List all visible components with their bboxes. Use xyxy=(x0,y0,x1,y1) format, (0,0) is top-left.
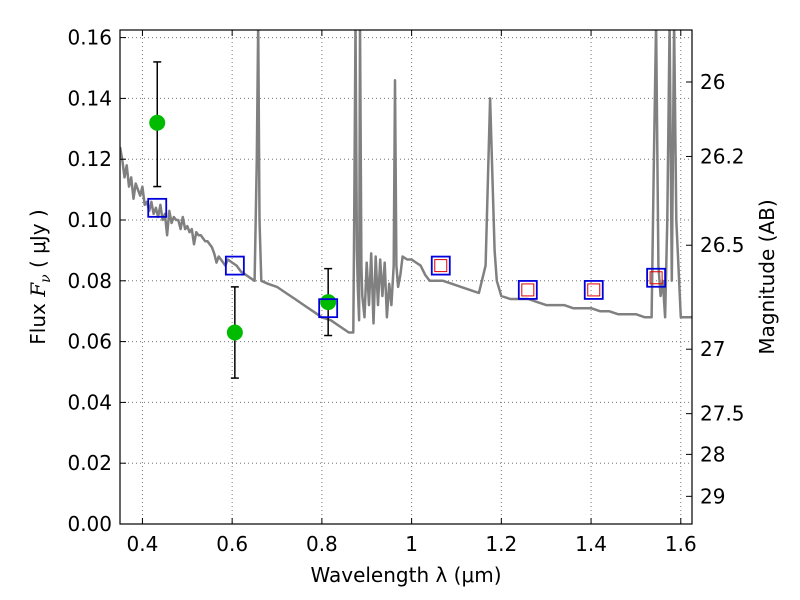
y-tick-label: 0.12 xyxy=(67,147,112,171)
model-photometry-square xyxy=(318,298,339,319)
x-tick-labels: 0.4 0.6 0.8 1 1.2 1.4 1.6 xyxy=(127,532,697,556)
x-tick-label: 0.6 xyxy=(216,532,248,556)
model-photometry-square xyxy=(646,267,667,288)
y-tick-label: 0.08 xyxy=(67,269,112,293)
inner-model-square xyxy=(587,283,601,297)
y-axis-label-prefix: Flux xyxy=(26,297,50,345)
right-tick-label: 27 xyxy=(700,337,725,361)
y-tick-label: 0.00 xyxy=(67,512,112,536)
observed-points-layer xyxy=(149,114,337,341)
y-axis-label-subscript: ν xyxy=(38,274,54,283)
x-tick-label: 1.4 xyxy=(575,532,607,556)
model-photometry-square xyxy=(430,255,451,276)
y-tick-label: 0.14 xyxy=(67,86,112,110)
y-tick-label: 0.04 xyxy=(67,390,112,414)
y-axis-label-unit: ( μJy ) xyxy=(26,209,50,274)
y-axis-label-symbol: F xyxy=(26,282,50,298)
tick-marks xyxy=(120,30,692,525)
model-photometry-layer xyxy=(147,197,667,319)
x-tick-label: 0.4 xyxy=(127,532,159,556)
model-spectrum-layer xyxy=(120,30,692,334)
right-tick-label: 27.5 xyxy=(700,402,745,426)
observed-point xyxy=(226,324,243,341)
model-photometry-square xyxy=(224,255,245,276)
inner-model-square xyxy=(649,271,663,285)
right-tick-label: 26.2 xyxy=(700,144,745,168)
y-tick-label: 0.06 xyxy=(67,330,112,354)
model-photometry-square xyxy=(147,197,168,218)
observed-point xyxy=(149,114,166,131)
y-tick-labels: 0.00 0.02 0.04 0.06 0.08 0.10 0.12 0.14 0.16 xyxy=(67,26,112,536)
right-tick-label: 26.5 xyxy=(700,233,745,257)
right-axis-label: Magnitude (AB) xyxy=(755,199,779,354)
model-spectrum-line xyxy=(120,30,692,334)
right-tick-label: 29 xyxy=(700,484,725,508)
inner-model-square xyxy=(434,259,448,273)
x-tick-label: 1 xyxy=(405,532,418,556)
x-axis-label: Wavelength λ (μm) xyxy=(310,563,501,587)
grid-lines xyxy=(120,30,692,525)
y-tick-label: 0.16 xyxy=(67,26,112,50)
right-tick-labels: 26 26.2 26.5 27 27.5 28 29 xyxy=(700,70,745,508)
observed-point xyxy=(320,294,337,311)
inner-model-square xyxy=(521,283,535,297)
y-tick-label: 0.10 xyxy=(67,208,112,232)
y-tick-label: 0.02 xyxy=(67,451,112,475)
y-axis-label: Flux Fν ( μJy ) xyxy=(26,209,54,344)
right-tick-label: 26 xyxy=(700,70,725,94)
x-tick-label: 1.2 xyxy=(485,532,517,556)
model-photometry-square xyxy=(517,280,538,300)
right-tick-label: 28 xyxy=(700,442,725,466)
x-tick-label: 0.8 xyxy=(306,532,338,556)
plot-frame xyxy=(119,29,693,525)
model-photometry-square xyxy=(583,280,604,300)
x-tick-label: 1.6 xyxy=(665,532,697,556)
